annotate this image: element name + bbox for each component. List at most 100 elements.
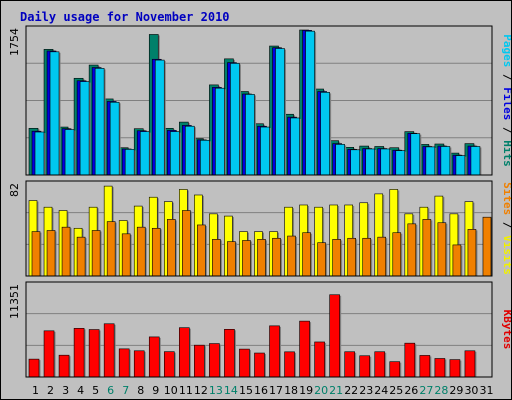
bar-kbytes-16 — [254, 352, 265, 378]
bar-sites-14 — [227, 241, 236, 277]
x-tick-10: 10 — [164, 384, 178, 397]
bar-kbytes-27 — [419, 355, 431, 378]
bar-pages-7 — [124, 149, 135, 176]
bar-kbytes-11 — [179, 327, 190, 378]
bar-sites-27 — [422, 219, 432, 277]
bar-sites-1 — [31, 231, 41, 277]
bar-sites-25 — [392, 232, 402, 277]
x-tick-11: 11 — [179, 384, 193, 397]
bar-pages-20 — [320, 92, 330, 176]
bar-kbytes-26 — [404, 342, 416, 378]
bar-pages-18 — [290, 117, 300, 176]
x-tick-5: 5 — [92, 384, 99, 397]
x-tick-20: 20 — [314, 384, 328, 397]
bar-kbytes-21 — [329, 294, 340, 378]
bar-sites-22 — [347, 237, 356, 277]
bar-kbytes-25 — [389, 361, 401, 378]
bar-pages-15 — [245, 94, 255, 176]
bar-kbytes-18 — [284, 351, 295, 378]
bar-pages-22 — [350, 149, 360, 176]
panel-label-kbytes: KBytes — [501, 310, 511, 350]
bar-kbytes-6 — [103, 323, 115, 378]
x-tick-2: 2 — [47, 384, 54, 397]
panel-visits: 82 Sites / Visits — [8, 180, 511, 277]
bar-sites-9 — [151, 227, 161, 277]
x-tick-17: 17 — [269, 384, 283, 397]
panel-label-part: Visits — [501, 235, 511, 275]
bar-sites-12 — [197, 224, 206, 277]
x-tick-8: 8 — [137, 384, 144, 397]
bar-sites-2 — [46, 230, 56, 277]
bar-kbytes-22 — [344, 351, 355, 378]
series-sites — [31, 210, 493, 277]
bar-sites-7 — [121, 233, 131, 277]
x-tick-22: 22 — [344, 384, 358, 397]
bar-pages-10 — [169, 131, 180, 176]
bar-pages-23 — [365, 148, 376, 176]
bar-sites-16 — [257, 239, 266, 277]
bar-pages-25 — [395, 150, 406, 176]
bar-kbytes-1 — [28, 358, 40, 378]
series-kbytes — [28, 294, 477, 378]
bar-kbytes-12 — [194, 344, 205, 378]
x-tick-28: 28 — [434, 384, 448, 397]
bar-kbytes-4 — [73, 328, 85, 378]
bar-sites-10 — [166, 219, 176, 277]
x-tick-1: 1 — [32, 384, 39, 397]
bar-kbytes-10 — [163, 351, 175, 378]
bar-pages-16 — [260, 126, 270, 176]
bar-sites-31 — [482, 216, 492, 277]
panel-label-part: Hits — [501, 140, 511, 167]
bar-kbytes-20 — [314, 341, 325, 378]
x-tick-6: 6 — [107, 384, 114, 397]
bar-sites-4 — [76, 236, 86, 277]
bar-sites-8 — [136, 226, 146, 277]
bar-sites-23 — [362, 237, 372, 277]
panel-label-part: / — [501, 67, 511, 87]
x-tick-27: 27 — [419, 384, 433, 397]
panel-label-visits: Sites / Visits — [501, 182, 511, 275]
bar-sites-30 — [467, 229, 477, 277]
bar-kbytes-17 — [269, 325, 280, 378]
bar-sites-20 — [317, 242, 326, 277]
x-tick-7: 7 — [122, 384, 129, 397]
x-tick-12: 12 — [194, 384, 208, 397]
bar-sites-5 — [91, 230, 101, 277]
panel-label-hits: Pages / Files / Hits — [501, 34, 511, 167]
x-tick-31: 31 — [479, 384, 493, 397]
bar-kbytes-13 — [209, 343, 220, 378]
bar-pages-13 — [215, 87, 225, 176]
bar-pages-2 — [49, 51, 60, 176]
bar-pages-21 — [335, 144, 345, 176]
bar-kbytes-15 — [239, 348, 250, 378]
bar-sites-26 — [407, 223, 417, 277]
panel-label-part: Pages — [501, 34, 511, 67]
bar-pages-3 — [64, 129, 75, 176]
panel-frame — [25, 25, 493, 176]
panel-label-part: Sites — [501, 182, 511, 215]
x-tick-13: 13 — [209, 384, 223, 397]
bar-pages-11 — [185, 125, 195, 176]
ymax-label: 82 — [8, 183, 21, 197]
chart-title: Daily usage for November 2010 — [20, 10, 230, 24]
bar-kbytes-8 — [133, 350, 145, 378]
panel-label-part: / — [501, 215, 511, 235]
bar-sites-21 — [332, 239, 341, 277]
panel-label-part: Files — [501, 87, 511, 120]
bar-sites-3 — [61, 226, 71, 277]
panel-label-part: / — [501, 120, 511, 140]
x-tick-16: 16 — [254, 384, 268, 397]
bar-kbytes-23 — [359, 355, 371, 378]
x-tick-21: 21 — [329, 384, 343, 397]
bar-pages-6 — [109, 101, 120, 176]
bar-pages-27 — [425, 146, 436, 176]
bar-kbytes-19 — [299, 320, 310, 378]
x-tick-3: 3 — [62, 384, 69, 397]
bar-kbytes-9 — [148, 336, 160, 378]
bar-pages-17 — [275, 48, 285, 176]
panel-hits: 1754 Pages / Files / Hits — [8, 25, 511, 176]
bar-sites-13 — [212, 239, 221, 277]
bar-kbytes-14 — [224, 328, 235, 378]
bar-pages-4 — [79, 81, 90, 176]
bar-pages-26 — [410, 133, 421, 176]
